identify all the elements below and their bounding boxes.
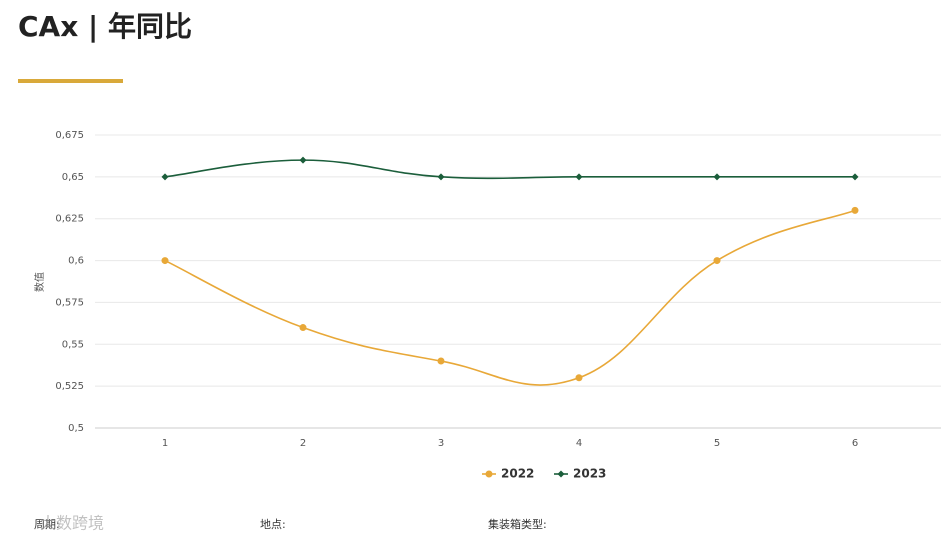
y-tick-label: 0,525 [55, 381, 84, 392]
y-tick-label: 0,575 [55, 297, 84, 308]
point [161, 173, 169, 181]
x-tick-label: 6 [852, 438, 858, 449]
y-tick-label: 0,675 [55, 130, 84, 141]
legend-marker [557, 470, 565, 478]
series-line [164, 209, 856, 386]
page-title: CAx | 年同比 [18, 10, 192, 43]
point [437, 173, 445, 181]
y-axis-label: 数值 [33, 272, 46, 292]
point [437, 357, 445, 365]
y-tick-label: 0,6 [68, 256, 84, 267]
legend-label: 2023 [573, 467, 606, 481]
y-tick-label: 0,625 [55, 214, 84, 225]
y-tick-label: 0,65 [62, 172, 84, 183]
point [575, 173, 583, 181]
legend-marker [485, 470, 493, 478]
point [575, 374, 583, 382]
point [713, 173, 721, 181]
x-tick-label: 1 [162, 438, 168, 449]
point [713, 257, 721, 265]
filter-label: 集装箱类型: [488, 517, 547, 531]
point [161, 257, 169, 265]
y-tick-label: 0,55 [62, 339, 84, 350]
series-line [164, 159, 855, 180]
point [851, 173, 859, 181]
legend-label: 2022 [501, 467, 534, 481]
title-underline [18, 79, 123, 83]
filter-label: 周期: [34, 518, 60, 531]
point [299, 324, 307, 332]
filter-label: 地点: [260, 518, 286, 531]
x-tick-label: 2 [300, 438, 306, 449]
watermark: 大数跨境 [40, 514, 104, 533]
x-tick-label: 3 [438, 438, 444, 449]
point [851, 206, 859, 214]
y-tick-label: 0,5 [68, 423, 84, 434]
x-tick-label: 5 [714, 438, 720, 449]
point [299, 156, 307, 164]
x-tick-label: 4 [576, 438, 582, 449]
